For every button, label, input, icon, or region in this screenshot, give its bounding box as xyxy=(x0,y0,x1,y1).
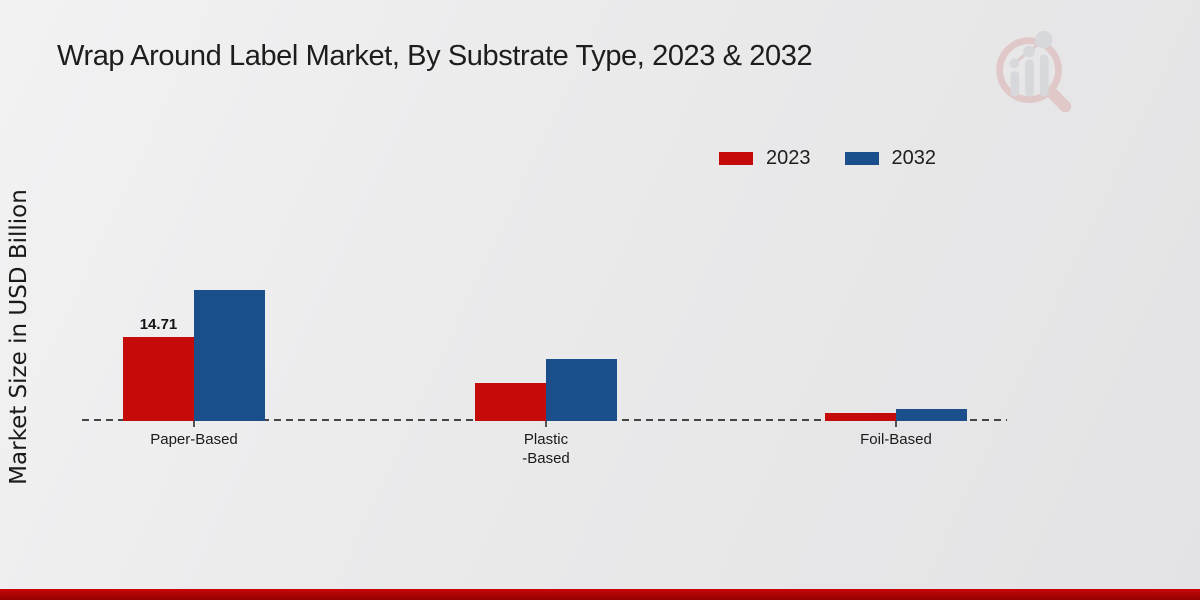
category-label: Paper-Based xyxy=(150,431,238,448)
bar-2032-paper xyxy=(194,290,265,421)
bar-group: 14.71 Paper-Based xyxy=(123,290,265,448)
bar-value-label: 14.71 xyxy=(139,316,178,333)
bar-2032-plastic xyxy=(546,359,617,421)
category-label: Foil-Based xyxy=(860,431,932,448)
axis-tick xyxy=(545,421,547,427)
bar-2032-foil xyxy=(896,409,967,421)
legend: 2023 2032 xyxy=(719,147,936,170)
bar-2023-paper xyxy=(123,337,194,421)
bar-group: Plastic -Based xyxy=(475,359,617,467)
magnifier-icon xyxy=(996,37,1072,113)
growth-bars-icon xyxy=(1009,30,1053,97)
bar-group: Foil-Based xyxy=(825,409,967,448)
legend-swatch-2023 xyxy=(719,152,753,165)
axis-tick xyxy=(895,421,897,427)
y-axis-label: Market Size in USD Billion xyxy=(6,189,32,485)
plot-area: 14.71 Paper-Based Plastic -Based Foil-Based xyxy=(82,140,1007,467)
bar-2023-foil xyxy=(825,413,896,421)
category-label: Plastic -Based xyxy=(522,431,570,467)
legend-label-2032: 2032 xyxy=(891,147,937,169)
market-research-logo-watermark xyxy=(996,30,1072,113)
legend-label-2023: 2023 xyxy=(766,147,811,169)
chart-title: Wrap Around Label Market, By Substrate T… xyxy=(57,40,813,72)
bar-2023-plastic xyxy=(475,383,546,421)
axis-tick xyxy=(193,421,195,427)
legend-swatch-2032 xyxy=(844,152,879,165)
legend-item-2023: 2023 xyxy=(719,147,811,170)
footer-stripe xyxy=(0,589,1200,600)
legend-item-2032: 2032 xyxy=(844,147,937,170)
